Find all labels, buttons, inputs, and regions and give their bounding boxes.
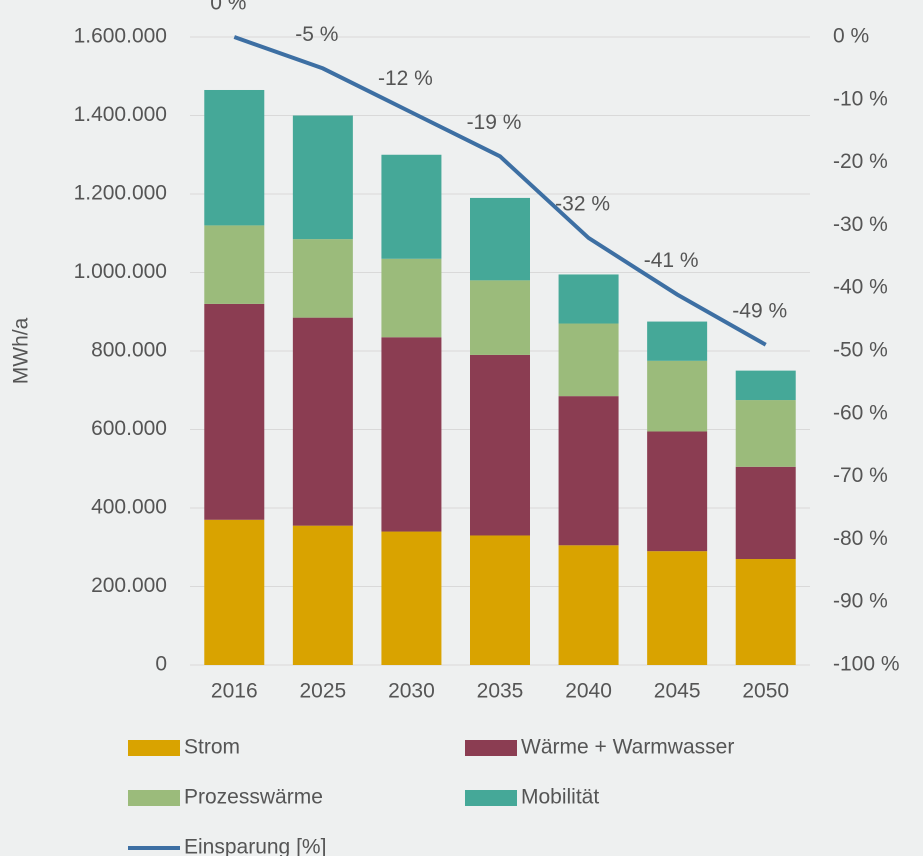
legend-swatch — [465, 740, 517, 756]
data-label: -49 % — [732, 299, 787, 322]
legend-label: Strom — [184, 736, 240, 759]
y2-tick-label: 0 % — [833, 25, 869, 48]
data-label: -12 % — [378, 67, 433, 90]
bar — [381, 337, 442, 532]
bar — [470, 197, 530, 281]
y2-tick-label: -30 % — [833, 213, 888, 236]
legend-swatch — [465, 790, 517, 806]
y-tick-label: 400.000 — [91, 496, 167, 519]
y-tick-label: 1.200.000 — [74, 182, 167, 205]
y2-tick-label: -40 % — [833, 276, 888, 299]
y-tick-label: 1.400.000 — [74, 103, 167, 126]
bar — [558, 396, 619, 546]
x-tick-label: 2035 — [477, 680, 524, 703]
line — [233, 35, 767, 347]
x-tick-label: 2050 — [742, 680, 789, 703]
bar — [647, 551, 708, 665]
bar — [647, 321, 708, 361]
legend-label: Prozesswärme — [184, 786, 323, 809]
y2-tick-label: -90 % — [833, 590, 888, 613]
y-tick-label: 1.000.000 — [74, 260, 167, 283]
bar — [735, 370, 796, 401]
bar — [470, 280, 530, 355]
bar — [558, 323, 619, 397]
y2-tick-label: -70 % — [833, 464, 888, 487]
y-axis-label: MWh/a — [10, 317, 33, 384]
bar — [204, 225, 265, 304]
bar — [735, 466, 796, 560]
bar — [647, 360, 708, 432]
legend-label: Einsparung [%] — [184, 836, 326, 856]
y2-tick-label: -50 % — [833, 339, 888, 362]
y2-tick-label: -60 % — [833, 401, 888, 424]
x-tick-label: 2030 — [388, 680, 435, 703]
bar — [292, 115, 353, 240]
bar — [647, 431, 708, 552]
y-tick-label: 200.000 — [91, 574, 167, 597]
legend-label: Wärme + Warmwasser — [521, 736, 734, 759]
bar — [558, 274, 619, 324]
data-label: -19 % — [467, 111, 522, 134]
bar — [381, 258, 442, 338]
y-tick-label: 1.600.000 — [74, 25, 167, 48]
bar — [204, 89, 265, 226]
y-tick-label: 0 — [155, 653, 167, 676]
bar — [470, 535, 530, 665]
legend-swatch — [128, 790, 180, 806]
y2-tick-label: -20 % — [833, 150, 888, 173]
data-label: -41 % — [644, 249, 699, 272]
bar — [204, 303, 265, 520]
data-label: -5 % — [295, 23, 338, 46]
x-tick-label: 2016 — [211, 680, 258, 703]
legend-swatch — [128, 740, 180, 756]
y-tick-label: 600.000 — [91, 417, 167, 440]
data-label: 0 % — [210, 0, 246, 15]
bar — [470, 354, 530, 536]
bar — [735, 559, 796, 665]
bar — [204, 519, 265, 665]
bar — [558, 545, 619, 665]
x-tick-label: 2045 — [654, 680, 701, 703]
x-tick-label: 2025 — [299, 680, 346, 703]
bar — [735, 400, 796, 467]
bar — [381, 531, 442, 665]
bar — [381, 154, 442, 259]
legend-label: Mobilität — [521, 786, 599, 809]
y2-tick-label: -100 % — [833, 653, 900, 676]
bar — [292, 317, 353, 526]
bar — [292, 525, 353, 665]
data-label: -32 % — [555, 193, 610, 216]
y2-tick-label: -10 % — [833, 87, 888, 110]
x-tick-label: 2040 — [565, 680, 612, 703]
y-tick-label: 800.000 — [91, 339, 167, 362]
y2-tick-label: -80 % — [833, 527, 888, 550]
bar — [292, 239, 353, 318]
